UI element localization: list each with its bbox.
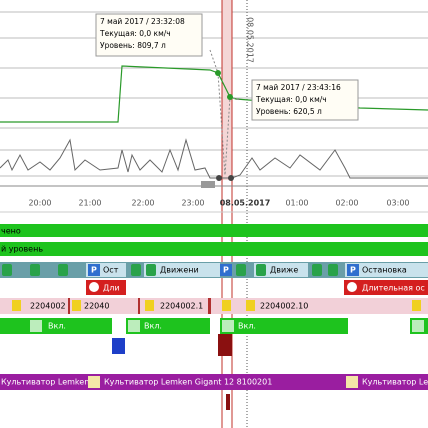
time-label: 23:00	[181, 199, 204, 208]
equipment-label: Культиватор Lemken Gigant 12 8100201	[104, 378, 272, 387]
geozone-label: 2204002	[30, 302, 66, 311]
tooltip-connector	[209, 49, 241, 176]
point	[215, 70, 221, 76]
tooltip-level: Уровень: 809,7 л	[100, 41, 166, 50]
point	[216, 175, 222, 181]
row-label: й уровень	[1, 245, 43, 254]
equipment-row: Культиватор Lemken Gi Культиватор Lemken…	[0, 374, 428, 390]
long-stop-label: Дли	[103, 284, 120, 293]
state-label: Движе	[270, 266, 298, 275]
row-label: чено	[1, 227, 21, 236]
event-block	[226, 394, 230, 410]
svg-text:P: P	[350, 266, 356, 275]
event-block	[112, 338, 125, 354]
equipment-label: Культиватор Lemken	[362, 378, 428, 387]
speed-line	[0, 138, 428, 179]
geozone-label: 22040	[84, 302, 109, 311]
engine-label: Вкл.	[48, 322, 66, 331]
tooltip-speed: Текущая: 0,0 км/ч	[99, 29, 171, 38]
event-block	[218, 334, 232, 356]
time-label: 21:00	[78, 199, 101, 208]
geozone-label: 2204002.1	[160, 302, 203, 311]
engine-label: Вкл.	[144, 322, 162, 331]
svg-text:P: P	[223, 266, 229, 275]
geozone-label: 2204002.10	[260, 302, 308, 311]
engine-row: Вкл. Вкл. Вкл.	[0, 318, 428, 334]
level-bar	[0, 242, 428, 256]
state-label: Движени	[160, 266, 199, 275]
svg-text:P: P	[91, 266, 97, 275]
tooltip: 7 май 2017 / 23:32:08 Текущая: 0,0 км/ч …	[95, 13, 203, 57]
tooltip: 7 май 2017 / 23:43:16 Текущая: 0,0 км/ч …	[251, 79, 359, 121]
state-label: Остановка	[362, 266, 407, 275]
tooltip-speed: Текущая: 0,0 км/ч	[255, 95, 327, 104]
point	[228, 175, 234, 181]
ignition-bar	[0, 224, 428, 237]
tooltip-time: 7 май 2017 / 23:43:16	[256, 83, 341, 92]
geozone-row: 2204002 22040 2204002.1 2204002.10	[0, 298, 428, 314]
time-label: 08.05.2017	[220, 199, 271, 208]
time-label: 01:00	[285, 199, 308, 208]
long-stop-label: Длительная ос	[362, 284, 425, 293]
long-stop-row: Дли Длительная ос	[86, 280, 428, 295]
time-label: 02:00	[335, 199, 358, 208]
tooltip-level: Уровень: 620,5 л	[256, 107, 322, 116]
scroll-handle[interactable]	[201, 181, 215, 188]
time-label: 22:00	[131, 199, 154, 208]
point	[227, 94, 233, 100]
time-label: 20:00	[28, 199, 51, 208]
state-label: Ост	[103, 266, 119, 275]
tooltip-time: 7 май 2017 / 23:32:08	[100, 17, 185, 26]
time-label: 03:00	[386, 199, 409, 208]
engine-label: Вкл.	[238, 322, 256, 331]
date-marker: 08.05.2017	[246, 17, 255, 63]
equipment-label: Культиватор Lemken Gi	[1, 378, 100, 387]
state-row: P Ост Движени P Движе P Остановка	[0, 262, 428, 278]
